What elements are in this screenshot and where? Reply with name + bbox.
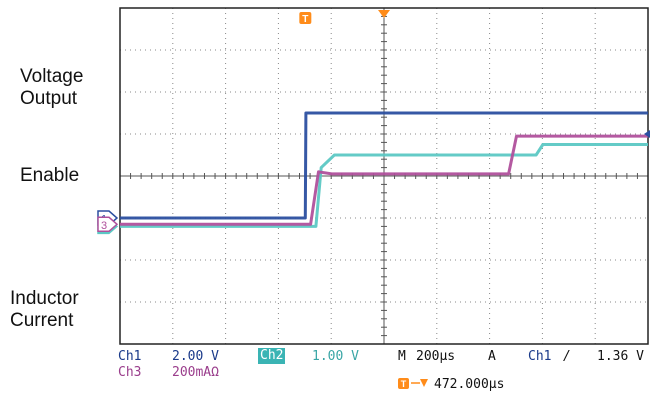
graticule (119, 7, 649, 345)
status-ch2-name: Ch2 (258, 348, 286, 364)
status-ch3-name: Ch3 (118, 365, 142, 380)
plot-frame (119, 7, 649, 345)
trace-ch1 (120, 111, 648, 220)
status-m-label: M (398, 349, 406, 364)
delay-trigger-letter: T (401, 379, 407, 389)
horizontal-position-marker-icon (378, 10, 390, 18)
label-inductor-current: Inductor Current (10, 288, 79, 331)
delay-trigger-icon (398, 378, 409, 389)
channel-markers: 123TT (97, 10, 650, 389)
status-ch2-scale: 1.00 V (312, 349, 359, 364)
status-trigger-delay: 472.000µs (434, 377, 505, 392)
channel-marker-ch3 (97, 216, 119, 233)
status-timebase: 200µs (416, 349, 456, 364)
trace-ch3 (120, 134, 648, 226)
trigger-position-icon (299, 12, 312, 24)
waveform-traces (120, 111, 648, 228)
status-ch1-name: Ch1 (118, 349, 142, 364)
status-ch3-scale: 200mAΩ (172, 365, 219, 380)
channel-marker-label-ch3: 3 (101, 220, 107, 232)
status-ch1-scale: 2.00 V (172, 349, 219, 364)
delay-arrow-head-icon (420, 379, 428, 387)
label-enable: Enable (20, 165, 80, 186)
trigger-position-letter: T (302, 14, 308, 25)
ch1-level-arrow-icon (644, 130, 650, 138)
label-voltage-output: Voltage Output (20, 66, 84, 109)
status-a-label: A (488, 349, 496, 364)
status-trigger-slope: / (563, 349, 571, 364)
trace-ch2 (120, 143, 648, 228)
status-trigger-level: 1.36 V (597, 349, 644, 364)
status-trigger-source: Ch1 (528, 349, 552, 364)
